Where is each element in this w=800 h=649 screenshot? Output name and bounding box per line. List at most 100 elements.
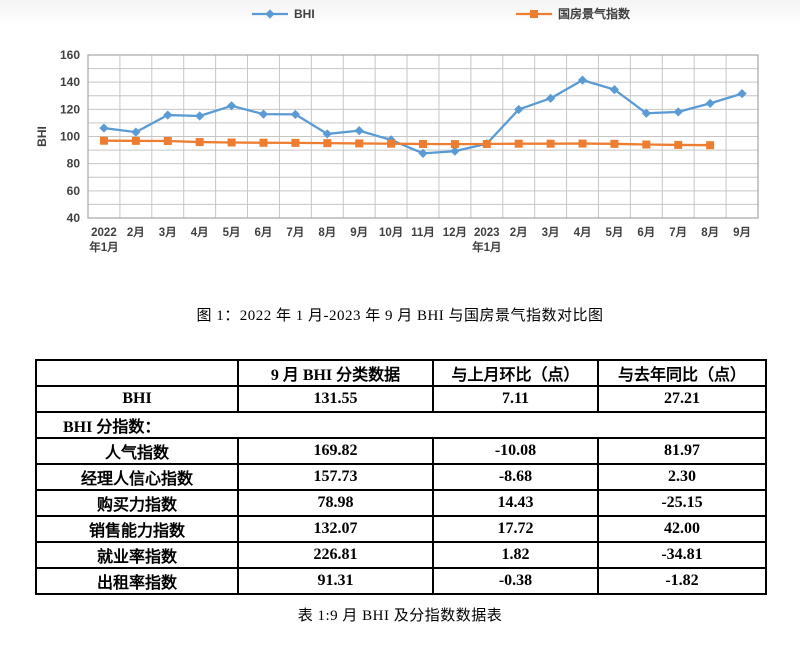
guofang-marker bbox=[259, 138, 268, 147]
value-cell: 132.07 bbox=[237, 515, 434, 543]
x-tick-label: 6月 bbox=[255, 226, 273, 239]
guofang-marker bbox=[530, 10, 538, 18]
plot-border bbox=[87, 54, 759, 219]
header-cell: 9 月 BHI 分类数据 bbox=[237, 359, 434, 387]
series-line bbox=[103, 139, 711, 147]
x-tick-label: 4月 bbox=[191, 226, 209, 239]
x-tick-label: 3月 bbox=[542, 226, 560, 239]
value-cell: 157.73 bbox=[237, 463, 434, 491]
legend-label: 国房景气指数 bbox=[558, 6, 631, 21]
guofang-marker bbox=[99, 136, 108, 145]
value-cell: 169.82 bbox=[237, 437, 434, 465]
guofang-marker bbox=[482, 139, 491, 148]
value-cell: -25.15 bbox=[597, 489, 767, 517]
value-cell: 17.72 bbox=[432, 515, 599, 543]
guofang-marker bbox=[131, 136, 140, 145]
y-tick-label: 100 bbox=[60, 130, 80, 144]
value-cell: 91.31 bbox=[237, 567, 434, 595]
guofang-marker bbox=[514, 139, 523, 148]
bhi-marker bbox=[418, 148, 428, 158]
table-row: 经理人信心指数 157.73 -8.68 2.30 bbox=[35, 463, 767, 491]
bhi-series bbox=[99, 75, 747, 158]
x-tick-label: 5月 bbox=[223, 226, 241, 239]
x-tick-label: 年1月 bbox=[472, 240, 501, 254]
y-tick-label: 60 bbox=[67, 184, 81, 198]
guofang-marker bbox=[227, 138, 236, 147]
x-tick-label: 11月 bbox=[411, 226, 435, 239]
value-cell: 81.97 bbox=[597, 437, 767, 465]
x-tick-label: 8月 bbox=[701, 226, 719, 239]
table-row: BHI 131.55 7.11 27.21 bbox=[35, 385, 767, 413]
guofang-marker bbox=[706, 141, 715, 150]
row-label: 出租率指数 bbox=[35, 567, 239, 595]
value-cell: 2.30 bbox=[597, 463, 767, 491]
x-tick-label: 5月 bbox=[605, 226, 623, 239]
value-cell: -8.68 bbox=[432, 463, 599, 491]
y-tick-label: 120 bbox=[60, 102, 80, 116]
guofang-marker bbox=[610, 139, 619, 148]
guofang-marker bbox=[578, 139, 587, 148]
bhi-marker bbox=[514, 104, 524, 115]
bhi-marker bbox=[226, 101, 237, 111]
bhi-marker bbox=[163, 110, 173, 120]
value-cell: 78.98 bbox=[237, 489, 434, 517]
bhi-marker bbox=[258, 109, 269, 119]
bhi-marker bbox=[195, 111, 205, 121]
bhi-marker bbox=[737, 89, 747, 99]
x-tick-label: 8月 bbox=[318, 226, 336, 239]
value-cell: -1.82 bbox=[597, 567, 767, 595]
value-cell: 226.81 bbox=[237, 541, 434, 569]
chart-area: 40 60 80 100 120 140 160 BHI 2022 年1月 2月 3月 4月 5月 6月 7月… bbox=[0, 0, 800, 270]
table-row: 出租率指数 91.31 -0.38 -1.82 bbox=[35, 567, 767, 595]
value-cell: -10.08 bbox=[432, 437, 599, 465]
header-cell-blank bbox=[35, 359, 239, 387]
guofang-marker bbox=[674, 140, 683, 149]
table-row: BHI 分指数： bbox=[35, 411, 767, 439]
guofang-marker bbox=[546, 139, 555, 148]
x-tick-label: 2022 bbox=[91, 227, 117, 239]
bhi-marker bbox=[609, 85, 620, 95]
bhi-marker bbox=[450, 146, 460, 156]
guofang-marker bbox=[450, 140, 459, 149]
x-tick-label: 7月 bbox=[286, 226, 304, 239]
row-label: 销售能力指数 bbox=[35, 515, 239, 543]
bhi-marker bbox=[546, 93, 556, 103]
legend-entry: BHI bbox=[252, 7, 315, 21]
table-row: 购买力指数 78.98 14.43 -25.15 bbox=[35, 489, 767, 517]
bhi-marker bbox=[673, 107, 683, 117]
x-tick-label: 9月 bbox=[350, 226, 368, 239]
value-cell: 42.00 bbox=[597, 515, 767, 543]
row-label: 购买力指数 bbox=[35, 489, 239, 517]
x-tick-label: 6月 bbox=[637, 226, 655, 239]
value-cell: -34.81 bbox=[597, 541, 767, 569]
guofang-marker bbox=[195, 138, 204, 147]
guofang-series bbox=[99, 136, 715, 150]
x-tick-label: 10月 bbox=[379, 226, 403, 239]
value-cell: 7.11 bbox=[432, 385, 599, 413]
x-tick-label: 4月 bbox=[574, 226, 592, 239]
figure-caption: 图 1：2022 年 1 月-2023 年 9 月 BHI 与国房景气指数对比图 bbox=[196, 308, 604, 324]
bhi-marker bbox=[290, 109, 300, 119]
guofang-marker bbox=[642, 140, 651, 149]
value-cell: -0.38 bbox=[432, 567, 599, 595]
y-tick-label: 40 bbox=[67, 211, 81, 225]
x-tick-label: 年1月 bbox=[89, 240, 118, 254]
row-label: 人气指数 bbox=[35, 437, 239, 465]
x-tick-label: 2月 bbox=[127, 226, 145, 239]
table-row: 就业率指数 226.81 1.82 -34.81 bbox=[35, 541, 767, 569]
section-row-label: BHI 分指数： bbox=[35, 411, 767, 439]
bhi-marker bbox=[705, 98, 715, 108]
value-cell: 14.43 bbox=[432, 489, 599, 517]
y-tick-label: 80 bbox=[67, 157, 81, 171]
bhi-marker bbox=[322, 129, 332, 139]
guofang-marker bbox=[387, 139, 396, 148]
x-tick-label: 12月 bbox=[443, 226, 467, 239]
x-tick-label: 7月 bbox=[669, 226, 687, 239]
x-tick-label: 2023 bbox=[474, 227, 500, 239]
bhi-marker bbox=[265, 9, 275, 19]
table-row: 销售能力指数 132.07 17.72 42.00 bbox=[35, 515, 767, 543]
bhi-data-table: 9 月 BHI 分类数据 与上月环比（点） 与去年同比（点） BHI 131.55 7.1… bbox=[35, 359, 767, 595]
value-cell: 27.21 bbox=[597, 385, 767, 413]
y-axis-title: BHI bbox=[35, 126, 49, 147]
